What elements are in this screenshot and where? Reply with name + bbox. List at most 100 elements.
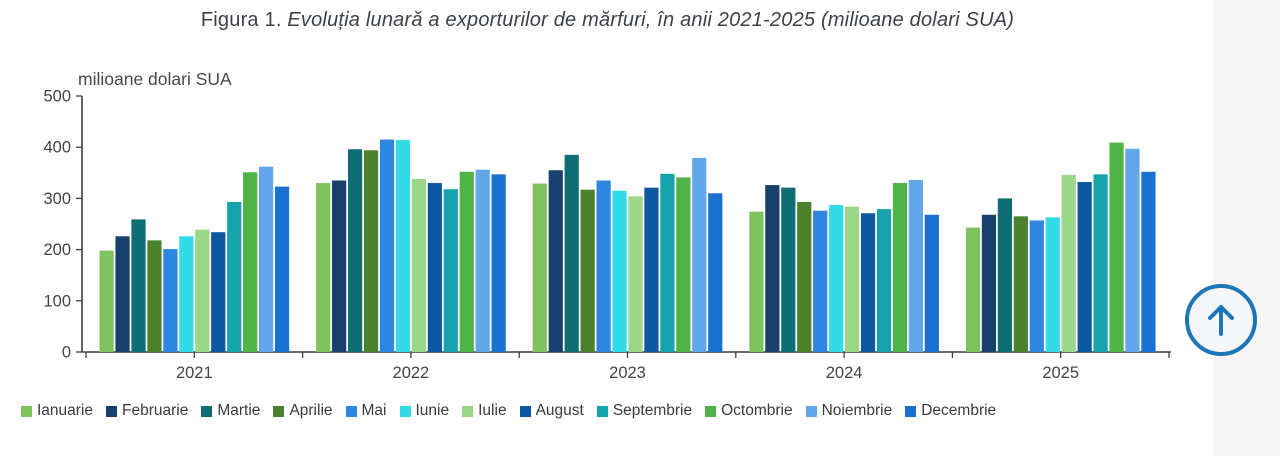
bar-2022-iulie — [411, 178, 426, 352]
legend-item-iulie: Iulie — [462, 402, 507, 420]
bar-2023-noiembrie — [692, 157, 707, 352]
legend-label: Aprilie — [289, 402, 333, 419]
legend-item-iunie: Iunie — [399, 402, 449, 420]
legend-swatch — [462, 405, 474, 417]
y-tick-label: 500 — [43, 88, 71, 106]
x-category-label-2025: 2025 — [1042, 364, 1079, 382]
x-category-label-2022: 2022 — [393, 364, 430, 382]
y-tick-label: 100 — [43, 292, 71, 310]
bar-2023-februarie — [548, 170, 563, 352]
x-category-label-2024: 2024 — [826, 364, 863, 382]
bar-2025-noiembrie — [1125, 148, 1140, 352]
bar-2022-septembrie — [443, 189, 458, 352]
bar-2023-decembrie — [708, 193, 723, 352]
back-to-top-button[interactable] — [1185, 284, 1257, 356]
bar-2021-august — [211, 232, 226, 352]
bar-2021-iulie — [195, 229, 210, 352]
bar-2025-octombrie — [1109, 142, 1124, 352]
legend-item-mai: Mai — [345, 402, 387, 420]
bar-2021-decembrie — [274, 186, 290, 352]
bar-2021-februarie — [115, 236, 130, 352]
bar-2024-septembrie — [876, 209, 892, 352]
bar-2024-august — [860, 213, 876, 352]
bar-2023-martie — [564, 154, 579, 352]
bar-2022-august — [427, 183, 442, 352]
legend-swatch — [905, 405, 917, 417]
page-background-strip — [1213, 0, 1280, 456]
bar-2025-iulie — [1061, 174, 1076, 352]
bar-2023-aprilie — [580, 189, 595, 352]
bar-2021-septembrie — [227, 201, 242, 352]
bar-2022-octombrie — [459, 171, 474, 352]
bar-2023-octombrie — [676, 177, 691, 352]
legend-item-octombrie: Octombrie — [705, 402, 793, 420]
legend-label: Februarie — [122, 402, 189, 419]
legend-label: August — [535, 402, 584, 419]
bar-2024-decembrie — [924, 214, 939, 352]
bar-2025-aprilie — [1013, 216, 1028, 352]
legend-label: Ianuarie — [37, 402, 94, 419]
bar-2023-ianuarie — [532, 183, 547, 352]
y-tick-label: 0 — [62, 344, 71, 362]
legend-swatch — [106, 405, 118, 417]
bar-2022-ianuarie — [316, 183, 331, 352]
bar-2024-octombrie — [892, 183, 908, 352]
legend-label: Noiembrie — [821, 402, 893, 419]
bar-2024-iulie — [845, 206, 860, 352]
legend-item-aprilie: Aprilie — [273, 402, 333, 420]
legend-item-martie: Martie — [201, 402, 260, 420]
legend-label: Martie — [217, 402, 261, 419]
legend-item-septembrie: Septembrie — [596, 402, 692, 420]
bar-2023-august — [644, 187, 659, 352]
bar-2023-mai — [596, 180, 611, 352]
bar-2021-aprilie — [147, 240, 162, 352]
legend-item-ianuarie: Ianuarie — [21, 402, 93, 420]
legend-swatch — [273, 405, 285, 417]
x-category-label-2021: 2021 — [176, 364, 213, 382]
bar-2024-noiembrie — [908, 179, 923, 352]
legend-label: Iulie — [478, 402, 507, 419]
bar-2024-ianuarie — [749, 211, 764, 352]
bar-2024-mai — [813, 210, 828, 352]
legend-swatch — [201, 405, 213, 417]
bar-2025-februarie — [981, 214, 997, 352]
legend-item-decembrie: Decembrie — [905, 402, 996, 420]
legend-label: Decembrie — [921, 402, 997, 419]
legend-swatch — [596, 405, 608, 417]
figure-title: Figura 1. Evoluția lunară a exporturilor… — [0, 9, 1215, 32]
arrow-up-icon — [1208, 305, 1234, 336]
bar-2022-aprilie — [363, 150, 379, 352]
bar-2025-mai — [1029, 220, 1044, 352]
bar-2021-ianuarie — [99, 250, 114, 352]
bar-2021-octombrie — [243, 172, 258, 352]
bar-chart: milioane dolari SUA 0 100 200 300 400 500 2021… — [43, 69, 1171, 382]
legend-swatch — [21, 405, 32, 417]
bar-2022-noiembrie — [475, 169, 490, 352]
bar-2021-noiembrie — [259, 166, 274, 352]
bar-2023-iulie — [628, 196, 643, 352]
y-tick-label: 400 — [43, 139, 71, 157]
y-axis-unit-label: milioane dolari SUA — [78, 69, 232, 89]
legend-item-februarie: Februarie — [106, 402, 188, 420]
legend-item-noiembrie: Noiembrie — [805, 402, 893, 420]
bar-2021-iunie — [179, 236, 194, 352]
bar-2023-septembrie — [660, 173, 675, 352]
legend-swatch — [705, 405, 717, 417]
legend-swatch — [399, 405, 411, 417]
legend-label: Octombrie — [721, 402, 793, 419]
bar-2025-decembrie — [1141, 171, 1156, 352]
bar-2022-martie — [348, 149, 363, 352]
bar-2024-aprilie — [797, 201, 812, 352]
bar-2022-iunie — [395, 140, 411, 352]
x-category-label-2023: 2023 — [609, 364, 646, 382]
figure-title-prefix: Figura 1. — [200, 9, 282, 31]
bar-2024-iunie — [829, 205, 844, 352]
bar-2024-februarie — [765, 185, 780, 352]
bar-2025-martie — [997, 198, 1012, 352]
bar-2021-martie — [131, 219, 146, 352]
bar-2025-iunie — [1045, 217, 1060, 352]
bar-2023-iunie — [612, 190, 627, 352]
legend-item-august: August — [519, 402, 584, 420]
bar-2021-mai — [163, 249, 178, 352]
y-tick-label: 200 — [43, 241, 71, 259]
